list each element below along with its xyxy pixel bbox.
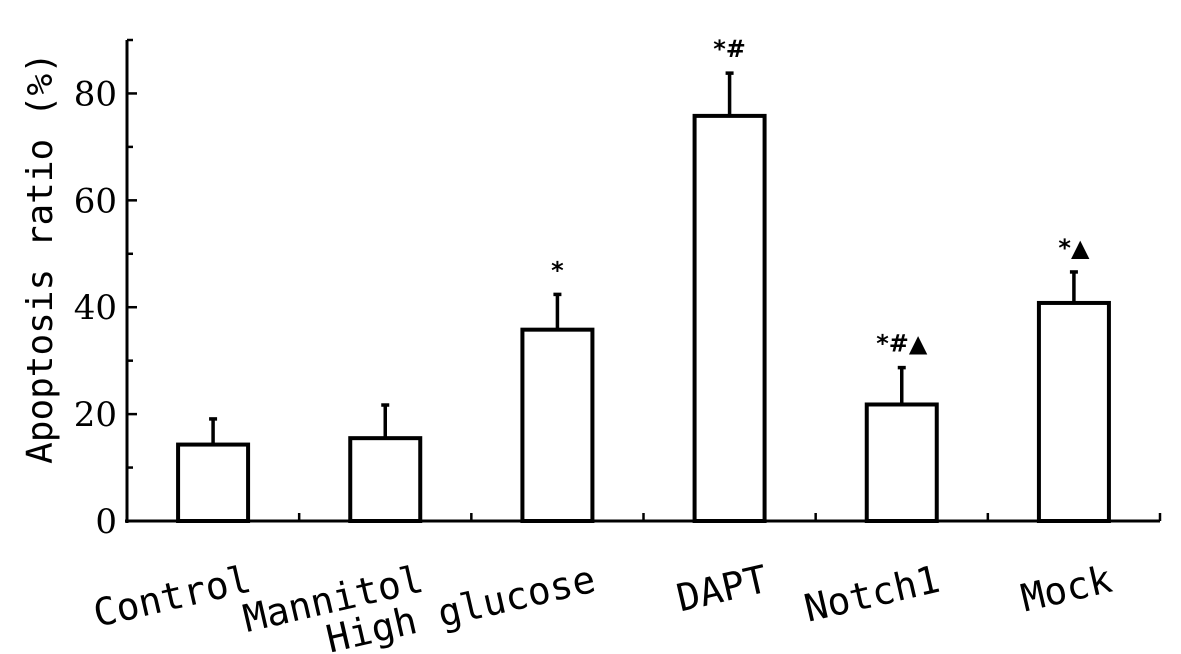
significance-marker: * [551, 256, 564, 284]
bars [176, 113, 1111, 524]
x-tick-label: Notch1 [800, 557, 944, 631]
y-tick-label: 60 [74, 181, 117, 221]
bar [692, 113, 767, 523]
error-bars [209, 71, 1078, 445]
x-tick-label: Mock [1017, 557, 1116, 620]
bar [864, 402, 939, 524]
y-tick-label: 80 [74, 74, 117, 114]
y-tick-label: 40 [74, 288, 117, 328]
bar [520, 327, 595, 523]
bar [1036, 300, 1111, 523]
bar [176, 442, 251, 523]
significance-marker: *# [713, 35, 746, 63]
y-tick-label: 20 [74, 395, 117, 435]
y-axis-label: Apoptosis ratio (%) [20, 52, 61, 464]
x-tick-label: Control [89, 557, 255, 636]
significance-marker: *#▲ [876, 330, 928, 358]
bar [348, 436, 423, 523]
y-tick-label: 0 [95, 502, 117, 542]
x-axis [125, 513, 1162, 523]
significance-marker: *▲ [1058, 234, 1090, 262]
significance-annotations: * *# *#▲ *▲ [551, 35, 1090, 357]
y-axis: 0 20 40 60 80 [74, 38, 137, 542]
x-tick-label: DAPT [673, 557, 772, 620]
